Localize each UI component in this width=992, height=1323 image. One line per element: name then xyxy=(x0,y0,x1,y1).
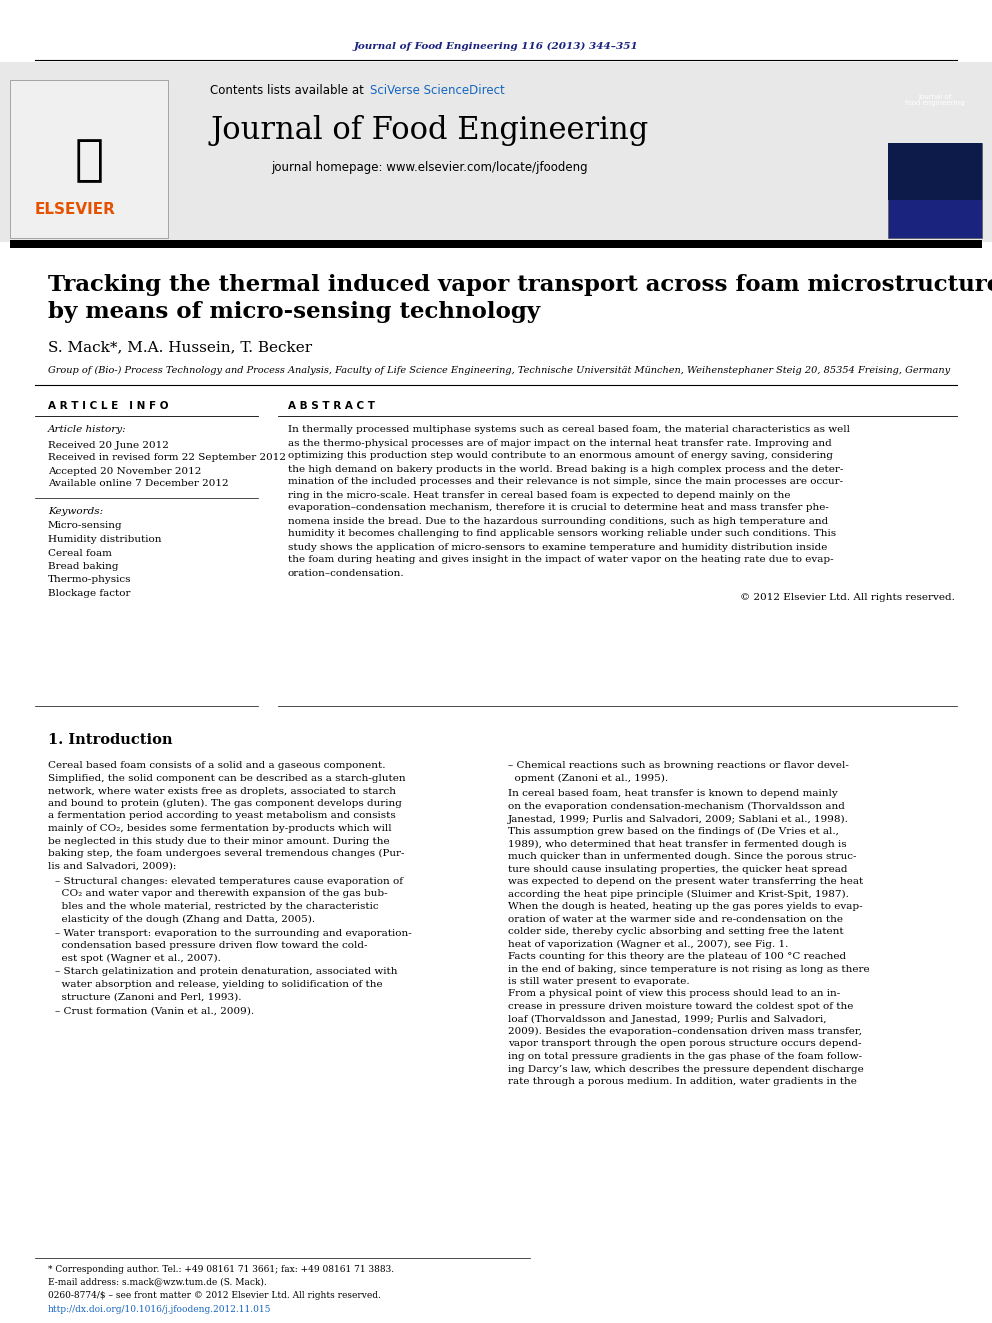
Text: In thermally processed multiphase systems such as cereal based foam, the materia: In thermally processed multiphase system… xyxy=(288,426,850,434)
Text: Article history:: Article history: xyxy=(48,426,127,434)
Text: Thermo-physics: Thermo-physics xyxy=(48,576,132,585)
Text: Facts counting for this theory are the plateau of 100 °C reached: Facts counting for this theory are the p… xyxy=(508,953,846,960)
Text: http://dx.doi.org/10.1016/j.jfoodeng.2012.11.015: http://dx.doi.org/10.1016/j.jfoodeng.201… xyxy=(48,1304,272,1314)
Text: structure (Zanoni and Perl, 1993).: structure (Zanoni and Perl, 1993). xyxy=(55,992,241,1002)
Text: Cereal foam: Cereal foam xyxy=(48,549,112,557)
Text: © 2012 Elsevier Ltd. All rights reserved.: © 2012 Elsevier Ltd. All rights reserved… xyxy=(740,594,955,602)
Text: rate through a porous medium. In addition, water gradients in the: rate through a porous medium. In additio… xyxy=(508,1077,857,1086)
Text: network, where water exists free as droplets, associated to starch: network, where water exists free as drop… xyxy=(48,786,396,795)
Text: water absorption and release, yielding to solidification of the: water absorption and release, yielding t… xyxy=(55,980,383,990)
Text: is still water present to evaporate.: is still water present to evaporate. xyxy=(508,976,689,986)
Text: 🌲: 🌲 xyxy=(74,136,103,184)
Text: 0260-8774/$ – see front matter © 2012 Elsevier Ltd. All rights reserved.: 0260-8774/$ – see front matter © 2012 El… xyxy=(48,1291,381,1301)
Text: as the thermo-physical processes are of major impact on the internal heat transf: as the thermo-physical processes are of … xyxy=(288,438,831,447)
Text: Journal of Food Engineering: Journal of Food Engineering xyxy=(211,115,649,146)
Text: loaf (Thorvaldsson and Janestad, 1999; Purlis and Salvadori,: loaf (Thorvaldsson and Janestad, 1999; P… xyxy=(508,1015,826,1024)
Text: Tracking the thermal induced vapor transport across foam microstructure: Tracking the thermal induced vapor trans… xyxy=(48,274,992,296)
Text: ELSEVIER: ELSEVIER xyxy=(35,202,115,217)
Text: Micro-sensing: Micro-sensing xyxy=(48,521,123,531)
Text: on the evaporation condensation-mechanism (Thorvaldsson and: on the evaporation condensation-mechanis… xyxy=(508,802,845,811)
Bar xyxy=(0,62,992,242)
Text: opment (Zanoni et al., 1995).: opment (Zanoni et al., 1995). xyxy=(508,774,669,783)
Text: was expected to depend on the present water transferring the heat: was expected to depend on the present wa… xyxy=(508,877,863,886)
Text: SciVerse ScienceDirect: SciVerse ScienceDirect xyxy=(370,83,505,97)
Text: CO₂ and water vapor and therewith expansion of the gas bub-: CO₂ and water vapor and therewith expans… xyxy=(55,889,388,898)
Text: much quicker than in unfermented dough. Since the porous struc-: much quicker than in unfermented dough. … xyxy=(508,852,856,861)
Text: ing on total pressure gradients in the gas phase of the foam follow-: ing on total pressure gradients in the g… xyxy=(508,1052,862,1061)
Text: Bread baking: Bread baking xyxy=(48,562,118,572)
Text: Accepted 20 November 2012: Accepted 20 November 2012 xyxy=(48,467,201,475)
Text: A B S T R A C T: A B S T R A C T xyxy=(288,401,375,411)
Text: – Starch gelatinization and protein denaturation, associated with: – Starch gelatinization and protein dena… xyxy=(55,967,398,976)
Text: Humidity distribution: Humidity distribution xyxy=(48,534,162,544)
Text: Contents lists available at: Contents lists available at xyxy=(210,83,368,97)
Text: mainly of CO₂, besides some fermentation by-products which will: mainly of CO₂, besides some fermentation… xyxy=(48,824,392,833)
Text: mination of the included processes and their relevance is not simple, since the : mination of the included processes and t… xyxy=(288,478,843,487)
Text: Journal of Food Engineering 116 (2013) 344–351: Journal of Food Engineering 116 (2013) 3… xyxy=(353,41,639,50)
Bar xyxy=(10,79,168,238)
Text: bles and the whole material, restricted by the characteristic: bles and the whole material, restricted … xyxy=(55,902,379,912)
Text: Simplified, the solid component can be described as a starch-gluten: Simplified, the solid component can be d… xyxy=(48,774,406,783)
Text: – Water transport: evaporation to the surrounding and evaporation-: – Water transport: evaporation to the su… xyxy=(55,929,412,938)
Text: in the end of baking, since temperature is not rising as long as there: in the end of baking, since temperature … xyxy=(508,964,870,974)
Text: 1. Introduction: 1. Introduction xyxy=(48,733,173,747)
Text: oration–condensation.: oration–condensation. xyxy=(288,569,405,578)
Text: Received in revised form 22 September 2012: Received in revised form 22 September 20… xyxy=(48,454,286,463)
Text: E-mail address: s.mack@wzw.tum.de (S. Mack).: E-mail address: s.mack@wzw.tum.de (S. Ma… xyxy=(48,1278,267,1286)
Text: baking step, the foam undergoes several tremendous changes (Pur-: baking step, the foam undergoes several … xyxy=(48,849,405,859)
Text: crease in pressure driven moisture toward the coldest spot of the: crease in pressure driven moisture towar… xyxy=(508,1002,853,1011)
Text: – Structural changes: elevated temperatures cause evaporation of: – Structural changes: elevated temperatu… xyxy=(55,877,403,886)
Text: journal of
food engineering: journal of food engineering xyxy=(906,94,965,106)
Text: according the heat pipe principle (Sluimer and Krist-Spit, 1987).: according the heat pipe principle (Sluim… xyxy=(508,889,849,898)
Text: – Chemical reactions such as browning reactions or flavor devel-: – Chemical reactions such as browning re… xyxy=(508,762,849,770)
Text: colder side, thereby cyclic absorbing and setting free the latent: colder side, thereby cyclic absorbing an… xyxy=(508,927,843,935)
Text: nomena inside the bread. Due to the hazardous surrounding conditions, such as hi: nomena inside the bread. Due to the haza… xyxy=(288,516,828,525)
Text: Keywords:: Keywords: xyxy=(48,508,103,516)
Text: A R T I C L E   I N F O: A R T I C L E I N F O xyxy=(48,401,169,411)
Text: ture should cause insulating properties, the quicker heat spread: ture should cause insulating properties,… xyxy=(508,864,847,873)
Text: Group of (Bio-) Process Technology and Process Analysis, Faculty of Life Science: Group of (Bio-) Process Technology and P… xyxy=(48,365,950,374)
Text: by means of micro-sensing technology: by means of micro-sensing technology xyxy=(48,302,540,323)
Text: Cereal based foam consists of a solid and a gaseous component.: Cereal based foam consists of a solid an… xyxy=(48,762,386,770)
Text: * Corresponding author. Tel.: +49 08161 71 3661; fax: +49 08161 71 3883.: * Corresponding author. Tel.: +49 08161 … xyxy=(48,1266,394,1274)
Text: evaporation–condensation mechanism, therefore it is crucial to determine heat an: evaporation–condensation mechanism, ther… xyxy=(288,504,829,512)
Text: elasticity of the dough (Zhang and Datta, 2005).: elasticity of the dough (Zhang and Datta… xyxy=(55,914,315,923)
Text: and bound to protein (gluten). The gas component develops during: and bound to protein (gluten). The gas c… xyxy=(48,799,402,808)
Text: This assumption grew based on the findings of (De Vries et al.,: This assumption grew based on the findin… xyxy=(508,827,839,836)
Text: ring in the micro-scale. Heat transfer in cereal based foam is expected to depen: ring in the micro-scale. Heat transfer i… xyxy=(288,491,791,500)
Text: heat of vaporization (Wagner et al., 2007), see Fig. 1.: heat of vaporization (Wagner et al., 200… xyxy=(508,939,789,949)
Text: Janestad, 1999; Purlis and Salvadori, 2009; Sablani et al., 1998).: Janestad, 1999; Purlis and Salvadori, 20… xyxy=(508,815,849,823)
Text: be neglected in this study due to their minor amount. During the: be neglected in this study due to their … xyxy=(48,836,390,845)
Text: ing Darcy’s law, which describes the pressure dependent discharge: ing Darcy’s law, which describes the pre… xyxy=(508,1065,864,1073)
Text: a fermentation period according to yeast metabolism and consists: a fermentation period according to yeast… xyxy=(48,811,396,820)
Text: From a physical point of view this process should lead to an in-: From a physical point of view this proce… xyxy=(508,990,840,999)
Text: – Crust formation (Vanin et al., 2009).: – Crust formation (Vanin et al., 2009). xyxy=(55,1007,254,1016)
Text: Received 20 June 2012: Received 20 June 2012 xyxy=(48,441,169,450)
Text: Available online 7 December 2012: Available online 7 December 2012 xyxy=(48,479,228,488)
Text: vapor transport through the open porous structure occurs depend-: vapor transport through the open porous … xyxy=(508,1040,861,1049)
Text: the high demand on bakery products in the world. Bread baking is a high complex : the high demand on bakery products in th… xyxy=(288,464,843,474)
Bar xyxy=(888,143,982,238)
Bar xyxy=(10,239,982,247)
Text: est spot (Wagner et al., 2007).: est spot (Wagner et al., 2007). xyxy=(55,954,221,963)
Text: S. Mack*, M.A. Hussein, T. Becker: S. Mack*, M.A. Hussein, T. Becker xyxy=(48,340,312,355)
Text: 2009). Besides the evaporation–condensation driven mass transfer,: 2009). Besides the evaporation–condensat… xyxy=(508,1027,862,1036)
Text: study shows the application of micro-sensors to examine temperature and humidity: study shows the application of micro-sen… xyxy=(288,542,827,552)
Text: condensation based pressure driven flow toward the cold-: condensation based pressure driven flow … xyxy=(55,941,367,950)
Text: In cereal based foam, heat transfer is known to depend mainly: In cereal based foam, heat transfer is k… xyxy=(508,790,838,799)
Text: optimizing this production step would contribute to an enormous amount of energy: optimizing this production step would co… xyxy=(288,451,833,460)
Text: humidity it becomes challenging to find applicable sensors working reliable unde: humidity it becomes challenging to find … xyxy=(288,529,836,538)
Text: oration of water at the warmer side and re-condensation on the: oration of water at the warmer side and … xyxy=(508,914,843,923)
Text: When the dough is heated, heating up the gas pores yields to evap-: When the dough is heated, heating up the… xyxy=(508,902,863,912)
Text: lis and Salvadori, 2009):: lis and Salvadori, 2009): xyxy=(48,861,177,871)
Bar xyxy=(888,143,982,200)
Text: journal homepage: www.elsevier.com/locate/jfoodeng: journal homepage: www.elsevier.com/locat… xyxy=(272,161,588,175)
Text: Blockage factor: Blockage factor xyxy=(48,589,131,598)
Text: the foam during heating and gives insight in the impact of water vapor on the he: the foam during heating and gives insigh… xyxy=(288,556,833,565)
Text: 1989), who determined that heat transfer in fermented dough is: 1989), who determined that heat transfer… xyxy=(508,839,846,848)
